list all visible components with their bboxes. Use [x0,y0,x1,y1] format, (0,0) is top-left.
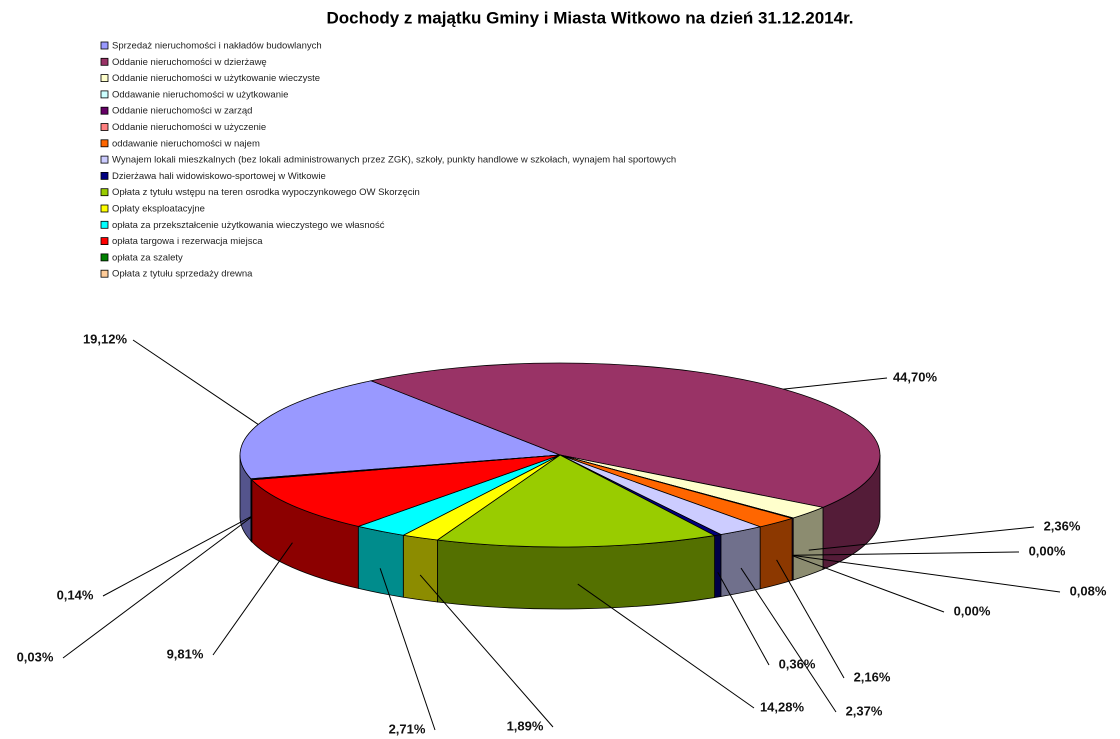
data-label: 44,70% [893,369,938,384]
leader-line [102,515,252,597]
slice-side [714,534,722,599]
leader-line [132,339,259,425]
slice [239,380,561,480]
leader-line [717,572,770,666]
data-label: 9,81% [167,646,204,661]
leader-line [776,559,845,679]
legend-label: Opłata z tytułu sprzedaży drewna [112,269,253,280]
legend-label: Wynajem lokali mieszkalnych (bez lokali … [112,155,676,166]
legend-label: Oddanie nieruchomości w dzierżawę [112,57,267,68]
legend-swatch [100,220,109,229]
data-label: 0,08% [1070,583,1107,598]
data-label: 1,89% [507,718,544,733]
data-label: 2,37% [846,703,883,718]
data-label: 0,00% [954,603,991,618]
legend-swatch [100,171,109,180]
legend-swatch [100,237,109,246]
slice [250,454,561,527]
leader-line [379,568,436,731]
legend-label: Oddanie nieruchomości w użyczenie [112,122,266,133]
leader-line [792,554,1061,593]
legend-label: oddawanie nieruchomości w najem [112,138,260,149]
slice [369,362,881,508]
slice [250,454,561,481]
legend-swatch [100,123,109,131]
leader-line [740,567,837,713]
legend-swatch [100,253,109,262]
slice-side [250,477,253,543]
legend-label: opłata za przekształcenie użytkowania wi… [112,220,385,231]
legend-swatch [100,139,109,148]
legend-label: Dzierżawa hali widowiskowo-sportowej w W… [112,171,326,182]
data-label: 0,03% [17,649,54,664]
data-label: 0,14% [57,587,94,602]
leader-line [791,555,945,613]
legend-label: Sprzedaż nieruchomości i nakładów budowl… [112,41,322,52]
legend-swatch [100,269,109,278]
slice-side [357,525,404,598]
data-label: 2,16% [854,669,891,684]
slice-side [402,534,438,603]
leader-line [419,574,554,728]
leader-line [793,551,1020,556]
leader-line [783,377,888,390]
legend-swatch [100,204,109,213]
leader-line [808,526,1035,551]
legend-swatch [100,57,109,66]
legend-label: Oddanie nieruchomości w użytkowanie wiec… [112,73,320,84]
data-label: 0,00% [1029,543,1066,558]
leader-line [62,516,253,659]
slice-side [720,526,761,598]
legend-label: opłata za szalety [112,252,183,263]
legend-swatch [100,106,109,115]
data-label: 19,12% [83,331,128,346]
legend-swatch [100,155,109,164]
legend-label: Opłata z tytułu wstępu na teren osrodka … [112,187,420,198]
legend-swatch [100,41,109,50]
legend-swatch [100,74,109,82]
data-label: 2,71% [389,721,426,736]
legend-swatch [100,188,109,197]
data-label: 2,36% [1044,518,1081,533]
slice-side [792,506,824,581]
legend-swatch [100,90,109,99]
legend-label: Opłaty eksploatacyjne [112,204,205,215]
chart-title: Dochody z majątku Gminy i Miasta Witkowo… [326,8,853,27]
legend-label: Oddawanie nieruchomości w użytkowanie [112,89,288,100]
slice [436,454,716,548]
legend-label: opłata targowa i rezerwacja miejsca [112,236,263,247]
legend-label: Oddanie nieruchomości w zarząd [112,106,252,117]
leader-line [212,542,293,656]
data-label: 0,36% [779,656,816,671]
data-label: 14,28% [760,699,805,714]
leader-line [577,583,755,709]
